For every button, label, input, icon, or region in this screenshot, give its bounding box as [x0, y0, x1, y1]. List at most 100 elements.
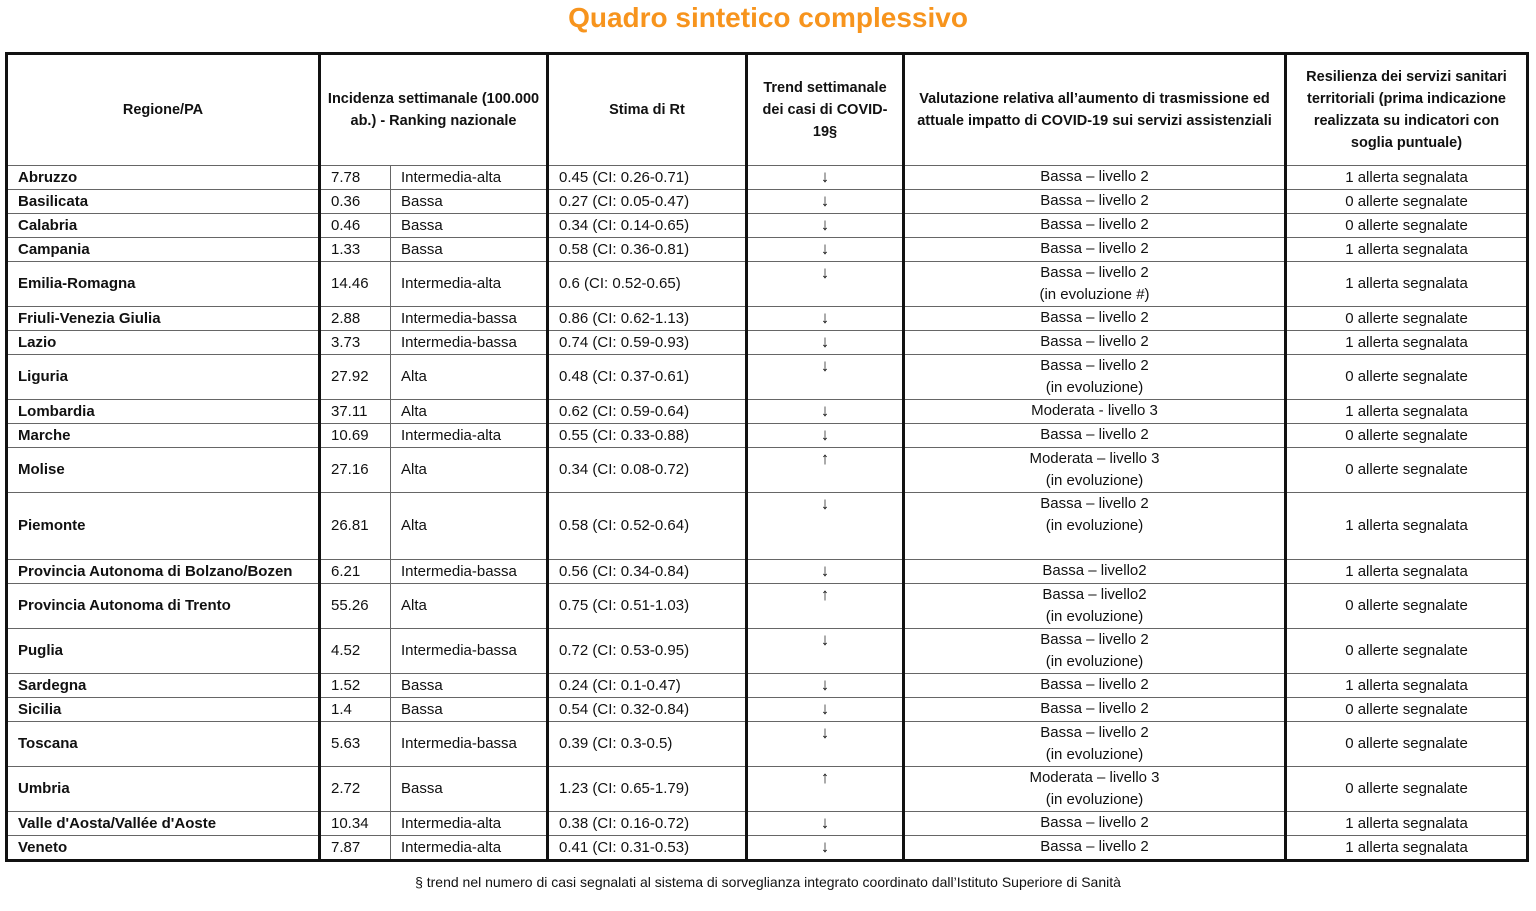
evaluation-level: Moderata – livello 3 [1029, 450, 1160, 467]
evaluation-cell: Bassa – livello 2 [902, 673, 1286, 698]
resilience-cell: 1 allerta segnalata [1284, 811, 1528, 836]
trend-cell: ↑ [745, 447, 904, 493]
arrow-down-icon: ↓ [820, 425, 830, 444]
resilience-cell: 0 allerte segnalate [1284, 213, 1528, 238]
trend-cell: ↓ [745, 189, 904, 214]
ranking-cell: Bassa [390, 766, 548, 812]
incidence-cell: 55.26 [318, 583, 391, 629]
rt-cell: 0.48 (CI: 0.37-0.61) [546, 354, 747, 400]
resilience-cell: 0 allerte segnalate [1284, 447, 1528, 493]
region-cell: Friuli-Venezia Giulia [6, 306, 320, 331]
arrow-down-icon: ↓ [820, 813, 830, 832]
region-cell: Valle d'Aosta/Vallée d'Aoste [6, 811, 320, 836]
header-trend: Trend settimanale dei casi di COVID-19§ [745, 53, 904, 166]
resilience-cell: 0 allerte segnalate [1284, 697, 1528, 722]
trend-cell: ↓ [745, 673, 904, 698]
evaluation-level: Moderata - livello 3 [1031, 402, 1158, 419]
ranking-cell: Bassa [390, 697, 548, 722]
ranking-cell: Intermedia-bassa [390, 306, 548, 331]
table-row: Valle d'Aosta/Vallée d'Aoste 10.34 Interme… [6, 811, 1528, 836]
trend-cell: ↓ [745, 721, 904, 767]
region-cell: Lazio [6, 330, 320, 355]
evaluation-cell: Bassa – livello2 (in evoluzione) [902, 583, 1286, 629]
evaluation-level: Bassa – livello 2 [1040, 724, 1149, 741]
region-cell: Lombardia [6, 399, 320, 424]
resilience-cell: 1 allerta segnalata [1284, 237, 1528, 262]
evaluation-level: Bassa – livello 2 [1040, 192, 1149, 209]
rt-cell: 0.6 (CI: 0.52-0.65) [546, 261, 747, 307]
resilience-cell: 0 allerte segnalate [1284, 583, 1528, 629]
arrow-down-icon: ↓ [820, 332, 830, 351]
resilience-cell: 0 allerte segnalate [1284, 721, 1528, 767]
rt-cell: 0.38 (CI: 0.16-0.72) [546, 811, 747, 836]
trend-cell: ↓ [745, 330, 904, 355]
arrow-down-icon: ↓ [820, 239, 830, 258]
trend-cell: ↓ [745, 697, 904, 722]
arrow-down-icon: ↓ [820, 630, 830, 649]
evaluation-cell: Bassa – livello 2 [902, 189, 1286, 214]
ranking-cell: Alta [390, 492, 548, 560]
region-cell: Puglia [6, 628, 320, 674]
table-row: Lombardia 37.11 Alta 0.62 (CI: 0.59-0.64) ↓ M… [6, 399, 1528, 424]
trend-cell: ↓ [745, 559, 904, 584]
evaluation-level: Bassa – livello 2 [1040, 216, 1149, 233]
trend-cell: ↓ [745, 492, 904, 560]
rt-cell: 0.39 (CI: 0.3-0.5) [546, 721, 747, 767]
evaluation-note: (in evoluzione) [1045, 379, 1144, 396]
evaluation-level: Bassa – livello 2 [1040, 495, 1149, 512]
ranking-cell: Intermedia-alta [390, 165, 548, 190]
ranking-cell: Alta [390, 583, 548, 629]
resilience-cell: 1 allerta segnalata [1284, 330, 1528, 355]
table-row: Marche 10.69 Intermedia-alta 0.55 (CI: 0.33… [6, 423, 1528, 448]
evaluation-level: Moderata – livello 3 [1029, 769, 1160, 786]
resilience-cell: 0 allerte segnalate [1284, 628, 1528, 674]
rt-cell: 0.62 (CI: 0.59-0.64) [546, 399, 747, 424]
rt-cell: 0.41 (CI: 0.31-0.53) [546, 835, 747, 861]
arrow-down-icon: ↓ [820, 401, 830, 420]
trend-cell: ↓ [745, 165, 904, 190]
trend-cell: ↓ [745, 237, 904, 262]
table-row: Sardegna 1.52 Bassa 0.24 (CI: 0.1-0.47) ↓ Bas… [6, 673, 1528, 698]
resilience-cell: 1 allerta segnalata [1284, 399, 1528, 424]
evaluation-note: (in evoluzione) [1045, 608, 1144, 625]
region-cell: Piemonte [6, 492, 320, 560]
resilience-cell: 1 allerta segnalata [1284, 492, 1528, 560]
arrow-up-icon: ↑ [820, 449, 830, 468]
evaluation-cell: Bassa – livello 2 [902, 811, 1286, 836]
ranking-cell: Alta [390, 399, 548, 424]
resilience-cell: 1 allerta segnalata [1284, 559, 1528, 584]
arrow-down-icon: ↓ [820, 723, 830, 742]
evaluation-cell: Bassa – livello 2 [902, 423, 1286, 448]
region-cell: Molise [6, 447, 320, 493]
evaluation-level: Bassa – livello 2 [1040, 309, 1149, 326]
incidence-cell: 5.63 [318, 721, 391, 767]
incidence-cell: 1.52 [318, 673, 391, 698]
rt-cell: 0.56 (CI: 0.34-0.84) [546, 559, 747, 584]
table-row: Friuli-Venezia Giulia 2.88 Intermedia-bass… [6, 306, 1528, 331]
rt-cell: 0.58 (CI: 0.52-0.64) [546, 492, 747, 560]
evaluation-cell: Moderata – livello 3 (in evoluzione) [902, 447, 1286, 493]
region-cell: Campania [6, 237, 320, 262]
region-cell: Veneto [6, 835, 320, 861]
evaluation-level: Bassa – livello 2 [1040, 264, 1149, 281]
rt-cell: 0.74 (CI: 0.59-0.93) [546, 330, 747, 355]
evaluation-level: Bassa – livello 2 [1040, 240, 1149, 257]
evaluation-cell: Bassa – livello 2 [902, 213, 1286, 238]
arrow-down-icon: ↓ [820, 494, 830, 513]
trend-cell: ↑ [745, 583, 904, 629]
arrow-down-icon: ↓ [820, 837, 830, 856]
evaluation-level: Bassa – livello 2 [1040, 700, 1149, 717]
table-row: Emilia-Romagna 14.46 Intermedia-alta 0.6 (C… [6, 261, 1528, 307]
trend-cell: ↓ [745, 213, 904, 238]
incidence-cell: 37.11 [318, 399, 391, 424]
trend-cell: ↓ [745, 835, 904, 861]
region-cell: Marche [6, 423, 320, 448]
incidence-cell: 26.81 [318, 492, 391, 560]
evaluation-level: Bassa – livello 2 [1040, 426, 1149, 443]
rt-cell: 0.45 (CI: 0.26-0.71) [546, 165, 747, 190]
table-row: Molise 27.16 Alta 0.34 (CI: 0.08-0.72) ↑ Mode… [6, 447, 1528, 493]
header-row: Regione/PA Incidenza settimanale (100.00… [6, 53, 1528, 166]
ranking-cell: Intermedia-bassa [390, 330, 548, 355]
evaluation-note: (in evoluzione) [1045, 472, 1144, 489]
resilience-cell: 0 allerte segnalate [1284, 306, 1528, 331]
